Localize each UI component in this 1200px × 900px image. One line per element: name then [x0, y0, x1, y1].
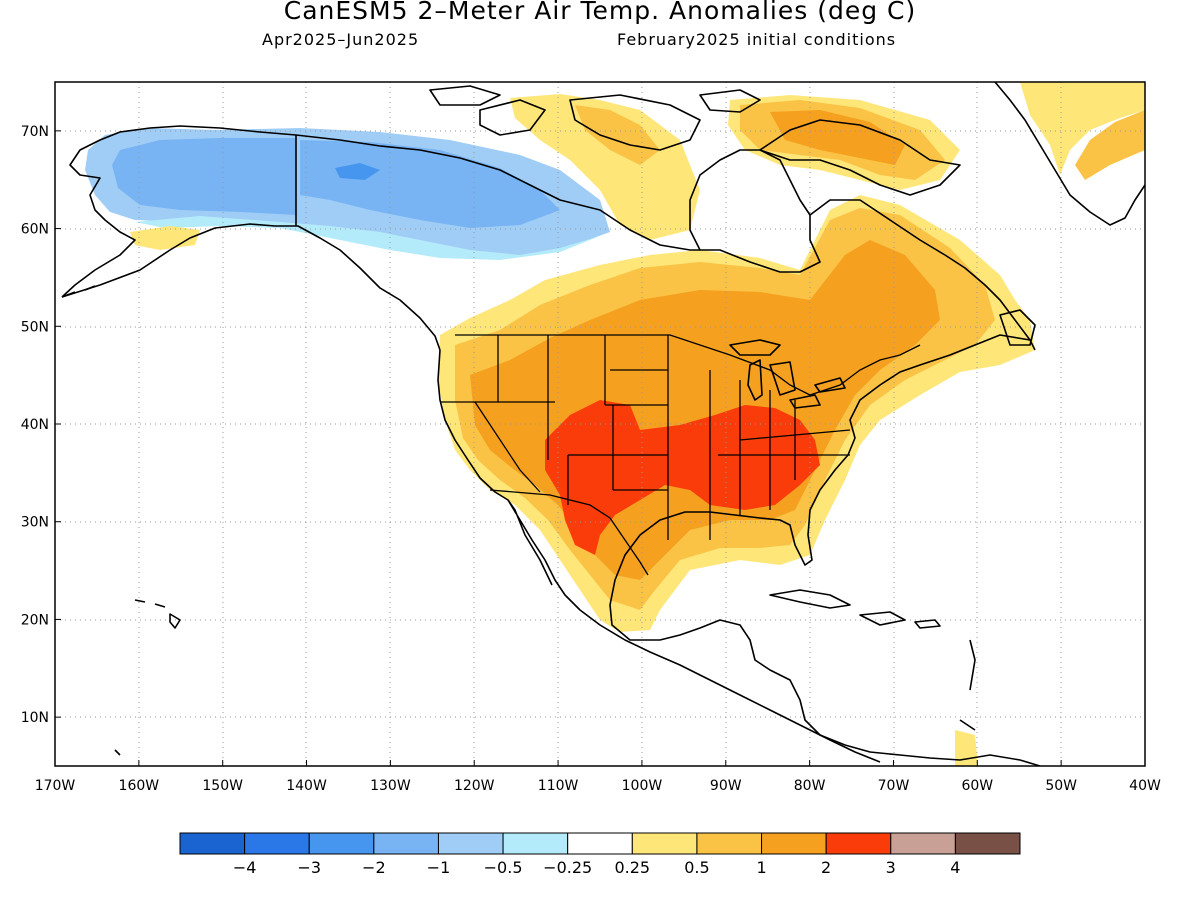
colorbar-label: −4 — [233, 858, 257, 877]
lon-tick-label: 40W — [1129, 778, 1161, 794]
colorbar-label: 0.5 — [684, 858, 709, 877]
lon-tick-label: 120W — [454, 778, 495, 794]
anomaly-area-warm-pale — [510, 94, 700, 240]
colorbar-swatch — [825, 832, 892, 855]
great-lakes — [729, 339, 846, 409]
colorbar-label: −2 — [362, 858, 386, 877]
colorbar-swatch — [179, 832, 246, 855]
coastline-pacific — [437, 349, 881, 763]
anomaly-area-warm-mid — [770, 110, 905, 165]
lon-tick-label: 70W — [878, 778, 910, 794]
anomaly-area-cold-dark — [335, 163, 380, 180]
colorbar-swatch — [308, 832, 375, 855]
forecast-period: Apr2025–Jun2025 — [262, 30, 420, 49]
lon-tick-label: 160W — [119, 778, 160, 794]
lon-tick-label: 50W — [1045, 778, 1077, 794]
coastline-alaska — [61, 125, 441, 351]
colorbar-label: 4 — [950, 858, 960, 877]
colorbar-swatch — [696, 832, 763, 855]
colorbar-label: 2 — [821, 858, 831, 877]
colorbar-label: 0.25 — [614, 858, 650, 877]
lat-tick-label: 40N — [21, 417, 49, 433]
lon-tick-label: 90W — [710, 778, 742, 794]
lon-tick-label: 110W — [538, 778, 579, 794]
initial-conditions: February2025 initial conditions — [617, 30, 897, 49]
anomaly-area-warm-pale — [130, 226, 200, 250]
lat-tick-label: 70N — [21, 124, 49, 140]
colorbar-label: −0.5 — [484, 858, 523, 877]
lon-tick-label: 140W — [286, 778, 327, 794]
lat-tick-label: 50N — [21, 319, 49, 335]
colorbar-label: 1 — [756, 858, 766, 877]
lon-tick-label: 150W — [202, 778, 243, 794]
coastline-aleutians — [61, 285, 96, 298]
lat-tick-label: 10N — [21, 710, 49, 726]
coastline-gulf-atlantic — [609, 334, 1041, 766]
lon-tick-label: 170W — [35, 778, 76, 794]
border-us-mexico — [489, 489, 649, 576]
colorbar: −4 −3 −2 −1 −0.5 −0.25 0.25 0.5 1 2 3 4 — [179, 832, 1021, 877]
anomaly-area-cold-mid — [300, 140, 560, 228]
lon-tick-label: 100W — [622, 778, 663, 794]
coastline-caribbean — [769, 589, 976, 731]
longitude-axis: 170W 160W 150W 140W 130W 120W 110W 100W 90W 80W 70… — [35, 760, 1161, 794]
anomaly-field — [85, 82, 1145, 766]
lon-tick-label: 130W — [370, 778, 411, 794]
coastlines — [61, 82, 1145, 766]
colorbar-label: −3 — [297, 858, 321, 877]
latitude-axis: 70N 60N 50N 40N 30N 20N 10N — [21, 124, 61, 726]
colorbar-swatch — [244, 832, 310, 855]
colorbar-swatch — [502, 832, 569, 855]
border-us-canada — [455, 334, 921, 396]
lat-tick-label: 20N — [21, 612, 49, 628]
anomaly-area-warm-light — [575, 105, 660, 165]
colorbar-swatch — [890, 832, 956, 855]
coastline-newfoundland — [999, 309, 1036, 346]
coastline-hudson-bay — [689, 149, 811, 251]
colorbar-swatch — [761, 832, 827, 855]
coastline-hawaii — [114, 599, 181, 756]
map-grid — [55, 82, 1145, 766]
coastline-arctic — [295, 134, 1036, 351]
colorbar-swatch — [567, 832, 633, 855]
coastline-greenland — [994, 82, 1145, 226]
state-borders — [440, 335, 851, 540]
anomaly-area-warm-light — [1075, 110, 1145, 180]
colorbar-label: −0.25 — [543, 858, 592, 877]
anomaly-area-cold-pale — [135, 216, 610, 260]
political-borders — [440, 334, 921, 576]
colorbar-label: 3 — [886, 858, 896, 877]
lon-tick-label: 60W — [961, 778, 993, 794]
coastline-arctic-islands — [429, 85, 761, 151]
coastline-baffin-island — [759, 119, 961, 196]
colorbar-swatch — [437, 832, 504, 855]
anomaly-area-cold-mid — [112, 138, 296, 215]
colorbar-swatch — [954, 832, 1021, 855]
anomaly-area-warm-pale — [1020, 82, 1145, 175]
lon-tick-label: 80W — [794, 778, 826, 794]
lat-tick-label: 60N — [21, 222, 49, 238]
colorbar-label: −1 — [427, 858, 451, 877]
colorbar-swatch — [631, 832, 698, 855]
map-title: CanESM5 2–Meter Air Temp. Anomalies (deg… — [283, 0, 917, 25]
colorbar-swatch — [373, 832, 439, 855]
anomaly-area-warm-pale — [955, 730, 978, 766]
lat-tick-label: 30N — [21, 515, 49, 531]
